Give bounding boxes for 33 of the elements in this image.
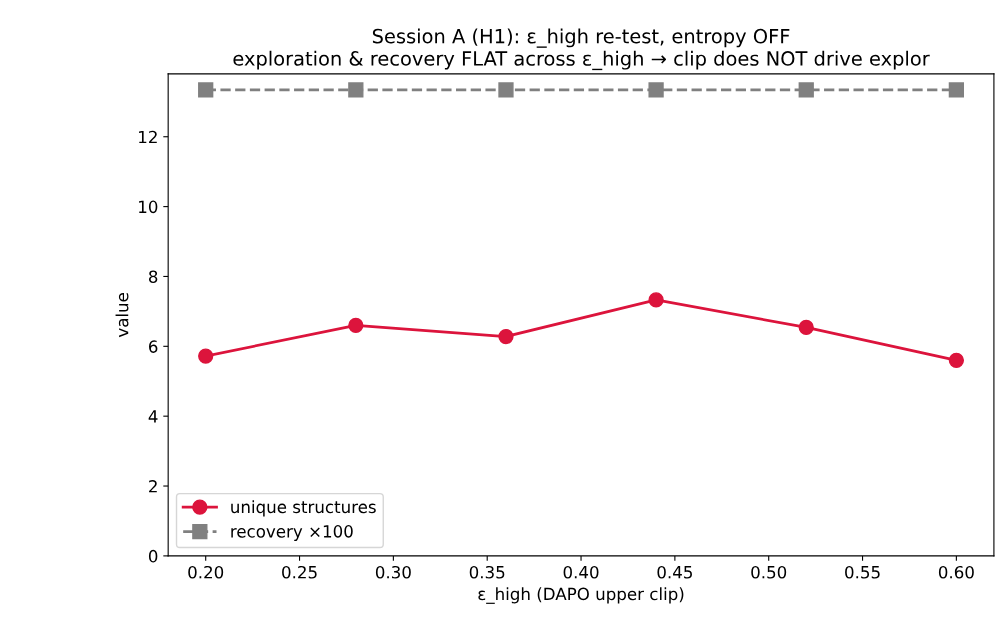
point: [198, 348, 214, 364]
x-tick-label: 0.20: [188, 565, 224, 579]
point: [348, 317, 364, 333]
x-tick-label: 0.40: [563, 565, 599, 579]
x-tick-label: 0.50: [751, 565, 787, 579]
x-tick-label: 0.55: [845, 565, 880, 579]
chart-title: Session A (H1): ε_high re-test, entropy OFF exploration & recovery FLAT across ε_high → clip does NOT drive explor: [233, 28, 930, 71]
y-tick-label: 10: [139, 200, 158, 214]
y-tick-label: 4: [148, 410, 158, 423]
y-tick-label: 6: [149, 340, 158, 353]
x-tick-label: 0.30: [375, 565, 411, 579]
y-tick-label: 12: [139, 130, 157, 144]
y-axis-title: value: [115, 293, 129, 338]
point: [198, 82, 214, 98]
point: [348, 82, 364, 98]
point: [948, 82, 965, 98]
x-tick-label: 0.25: [282, 565, 317, 579]
point: [498, 328, 514, 345]
point: [798, 82, 814, 98]
point: [648, 82, 664, 98]
point: [798, 319, 814, 336]
legend-label: recovery ×100: [231, 525, 353, 541]
x-axis-title: ε_high (DAPO upper clip): [478, 587, 684, 604]
x-tick-label: 0.35: [469, 565, 505, 579]
point: [648, 292, 664, 308]
y-tick-label: 0: [148, 549, 158, 563]
y-tick-label: 2: [149, 479, 157, 493]
legend-label: unique structures: [231, 500, 376, 517]
point: [948, 352, 965, 368]
x-tick-label: 0.45: [657, 565, 692, 579]
y-tick-label: 8: [148, 270, 158, 284]
point: [498, 82, 514, 98]
x-tick-label: 0.60: [938, 565, 974, 579]
